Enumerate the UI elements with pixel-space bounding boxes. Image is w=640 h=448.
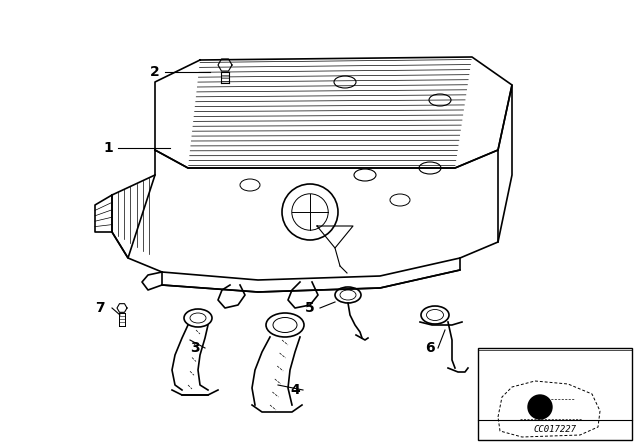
Text: 2: 2	[150, 65, 160, 79]
Circle shape	[528, 395, 552, 419]
Bar	[478, 348, 632, 440]
Text: CC017227: CC017227	[534, 426, 577, 435]
Text: 4: 4	[290, 383, 300, 397]
Text: 7: 7	[95, 301, 105, 315]
Text: 6: 6	[425, 341, 435, 355]
Text: 1: 1	[103, 141, 113, 155]
Text: 3: 3	[190, 341, 200, 355]
Text: 5: 5	[305, 301, 315, 315]
